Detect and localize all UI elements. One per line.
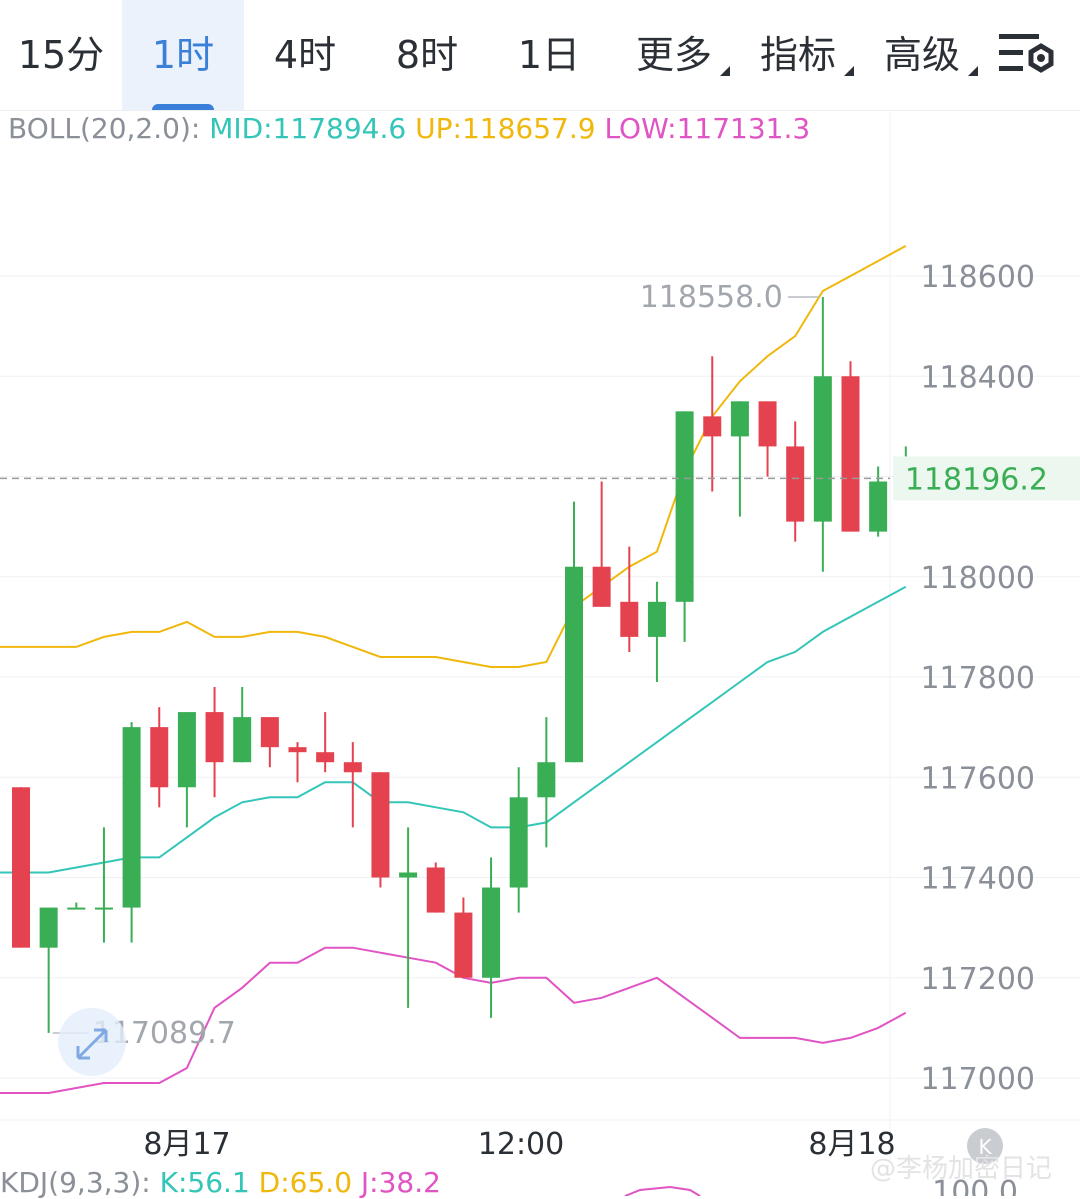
- max-price-label: 118558.0: [640, 280, 783, 315]
- interval-tabbar: 15分 1时 4时 8时 1日 更多 指标 高级: [0, 0, 1080, 111]
- y-tick-label: 117400: [920, 862, 1035, 897]
- candle-body-up: [482, 887, 501, 978]
- candle-body-down: [703, 416, 722, 437]
- tab-label: 8时: [395, 33, 459, 77]
- candle-body-down: [288, 747, 307, 753]
- tab-label: 高级: [883, 33, 960, 77]
- tab-label: 更多: [635, 33, 712, 77]
- candle-body-down: [316, 752, 335, 763]
- expand-icon: [76, 1028, 108, 1060]
- candle-body-down: [426, 867, 445, 913]
- tab-1hour[interactable]: 1时: [122, 0, 244, 110]
- candle-body-down: [150, 727, 169, 788]
- chart-settings-button[interactable]: [995, 28, 1060, 82]
- candle-body-down: [260, 717, 279, 748]
- y-tick-label: 118000: [920, 561, 1035, 596]
- candle-body-up: [537, 762, 556, 798]
- candle-body-up: [730, 401, 749, 437]
- tab-more[interactable]: 更多: [612, 0, 736, 110]
- kdj-y-tick-label: 100.0: [932, 1175, 1018, 1196]
- tab-8hour[interactable]: 8时: [366, 0, 488, 110]
- tab-label: 指标: [759, 33, 836, 77]
- y-tick-label: 117800: [920, 661, 1035, 696]
- y-tick-label: 117600: [920, 761, 1035, 796]
- boll-low-line: [0, 946, 907, 1094]
- tab-indicators[interactable]: 指标: [736, 0, 860, 110]
- x-tick-label: 8月17: [143, 1127, 230, 1162]
- candle-body-down: [371, 772, 390, 878]
- candle-body-down: [841, 376, 860, 532]
- tab-label: 1时: [151, 33, 215, 77]
- x-tick-label: 12:00: [478, 1127, 564, 1162]
- candle-body-up: [122, 727, 141, 908]
- tab-advanced[interactable]: 高级: [860, 0, 984, 110]
- candle-body-down: [343, 762, 362, 773]
- tab-1day[interactable]: 1日: [488, 0, 610, 110]
- candle-body-up: [509, 797, 528, 888]
- candle-body-up: [813, 376, 832, 522]
- x-tick-label: 8月18: [808, 1127, 895, 1162]
- dropdown-caret-icon: [844, 66, 854, 76]
- tab-label: 4时: [273, 33, 337, 77]
- last-price-tag: [893, 456, 1080, 501]
- kdj-legend: KDJ(9,3,3): K:56.1 D:65.0 J:38.2: [0, 1166, 441, 1199]
- y-tick-label: 117200: [920, 962, 1035, 997]
- candle-body-up: [869, 481, 888, 532]
- tab-15min[interactable]: 15分: [0, 0, 122, 110]
- boll-up-line: [0, 245, 907, 668]
- candle-body-down: [620, 601, 639, 637]
- watermark: @李杨加密日记: [870, 1154, 1053, 1184]
- watermark-logo-letter: K: [978, 1135, 992, 1159]
- tab-4hour[interactable]: 4时: [244, 0, 366, 110]
- boll-mid-value: MID:117894.6: [209, 112, 407, 145]
- boll-low-value: LOW:117131.3: [604, 112, 811, 145]
- dropdown-caret-icon: [968, 66, 978, 76]
- candle-body-up: [565, 566, 583, 763]
- candle-body-up: [39, 907, 58, 948]
- boll-up-value: UP:118657.9: [415, 112, 596, 145]
- boll-legend: BOLL(20,2.0): MID:117894.6 UP:118657.9 L…: [8, 112, 810, 145]
- kdj-j-value: J:38.2: [360, 1166, 441, 1199]
- candle-body-down: [786, 446, 805, 522]
- kdj-name: KDJ(9,3,3):: [0, 1166, 151, 1199]
- tab-label: 1日: [517, 33, 581, 77]
- candle-body-up: [177, 712, 196, 788]
- chart-settings-icon: [999, 34, 1054, 73]
- dropdown-caret-icon: [720, 66, 730, 76]
- last-price-label: 118196.2: [905, 462, 1048, 497]
- tab-label: 15分: [17, 33, 105, 77]
- candle-body-up: [399, 872, 418, 878]
- active-tab-indicator: [152, 104, 214, 110]
- y-tick-label: 118600: [920, 260, 1035, 295]
- boll-mid-line: [0, 585, 907, 874]
- kdj-k-value: K:56.1: [159, 1166, 250, 1199]
- candle-body-down: [592, 566, 611, 607]
- candle-body-down: [758, 401, 777, 447]
- candle-body-down: [12, 787, 30, 948]
- boll-name: BOLL(20,2.0):: [8, 112, 201, 145]
- candle-body-up: [67, 907, 86, 910]
- candle-body-up: [94, 907, 113, 910]
- kdj-j-line: [624, 1185, 701, 1196]
- candle-body-up: [647, 601, 666, 637]
- candle-body-down: [205, 712, 224, 763]
- kdj-d-value: D:65.0: [258, 1166, 353, 1199]
- y-tick-label: 117000: [920, 1062, 1035, 1097]
- watermark-logo-icon: [967, 1128, 1003, 1164]
- candle-body-up: [233, 717, 252, 763]
- candle-body-down: [454, 912, 473, 978]
- candle-body-up: [675, 411, 694, 602]
- y-tick-label: 118400: [920, 360, 1035, 395]
